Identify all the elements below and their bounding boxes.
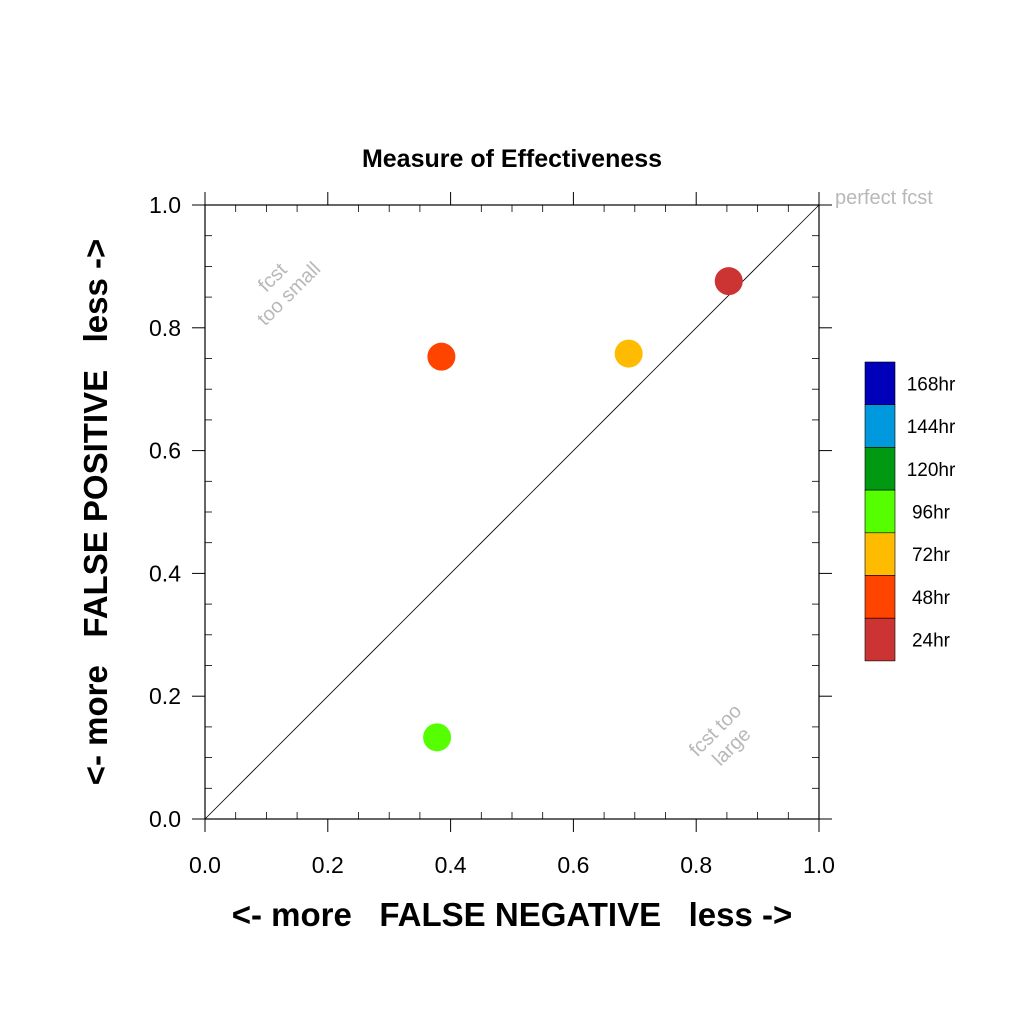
legend-swatch-72hr	[864, 532, 896, 576]
point-72hr	[614, 339, 643, 368]
y-tick-label: 0.4	[149, 560, 181, 586]
point-96hr	[423, 723, 452, 752]
y-tick-label: 0.0	[149, 806, 181, 832]
annotation-perfect-fcst: perfect fcst	[835, 187, 933, 209]
diagonal-reference-line	[204, 204, 820, 820]
annotation-fcst-too-large: fcst too large	[685, 700, 755, 770]
chart-title: Measure of Effectiveness	[362, 145, 662, 173]
x-tick-label: 0.4	[435, 852, 467, 878]
legend-label-96hr: 96hr	[912, 502, 951, 523]
x-tick-label: 0.6	[557, 852, 589, 878]
legend-swatch-120hr	[864, 447, 896, 491]
y-tick-label: 0.8	[149, 315, 181, 341]
x-tick-label: 0.8	[680, 852, 712, 878]
point-48hr	[427, 342, 456, 371]
legend-swatch-48hr	[864, 575, 896, 619]
y-tick-labels: 0.0 0.2 0.4 0.6 0.8 1.0	[149, 192, 181, 832]
x-tick-label: 1.0	[803, 852, 835, 878]
annotation-too-small-line2: too small	[253, 258, 325, 330]
legend-label-24hr: 24hr	[912, 631, 951, 652]
legend-swatch-144hr	[864, 404, 896, 448]
y-tick-label: 1.0	[149, 192, 181, 218]
axis-ticks	[192, 192, 832, 832]
legend-label-72hr: 72hr	[912, 545, 951, 566]
legend-swatch-24hr	[864, 617, 896, 662]
legend-label-120hr: 120hr	[907, 460, 956, 481]
legend: 168hr 144hr 120hr 96hr 72hr 48hr 24hr	[864, 361, 956, 662]
y-tick-label: 0.2	[149, 683, 181, 709]
legend-label-168hr: 168hr	[907, 374, 956, 395]
x-axis-label: <- more FALSE NEGATIVE less ->	[232, 896, 793, 933]
x-tick-label: 0.0	[189, 852, 221, 878]
legend-label-48hr: 48hr	[912, 588, 951, 609]
legend-swatch-168hr	[864, 361, 896, 406]
y-axis-label: <- more FALSE POSITIVE less ->	[77, 239, 114, 786]
point-24hr	[714, 267, 743, 296]
data-points	[423, 267, 743, 752]
x-tick-labels: 0.0 0.2 0.4 0.6 0.8 1.0	[189, 852, 835, 878]
annotation-fcst-too-small: fcst too small	[253, 258, 325, 330]
y-tick-label: 0.6	[149, 438, 181, 464]
legend-swatch-96hr	[864, 489, 896, 534]
legend-label-144hr: 144hr	[907, 417, 956, 438]
x-tick-label: 0.2	[312, 852, 344, 878]
